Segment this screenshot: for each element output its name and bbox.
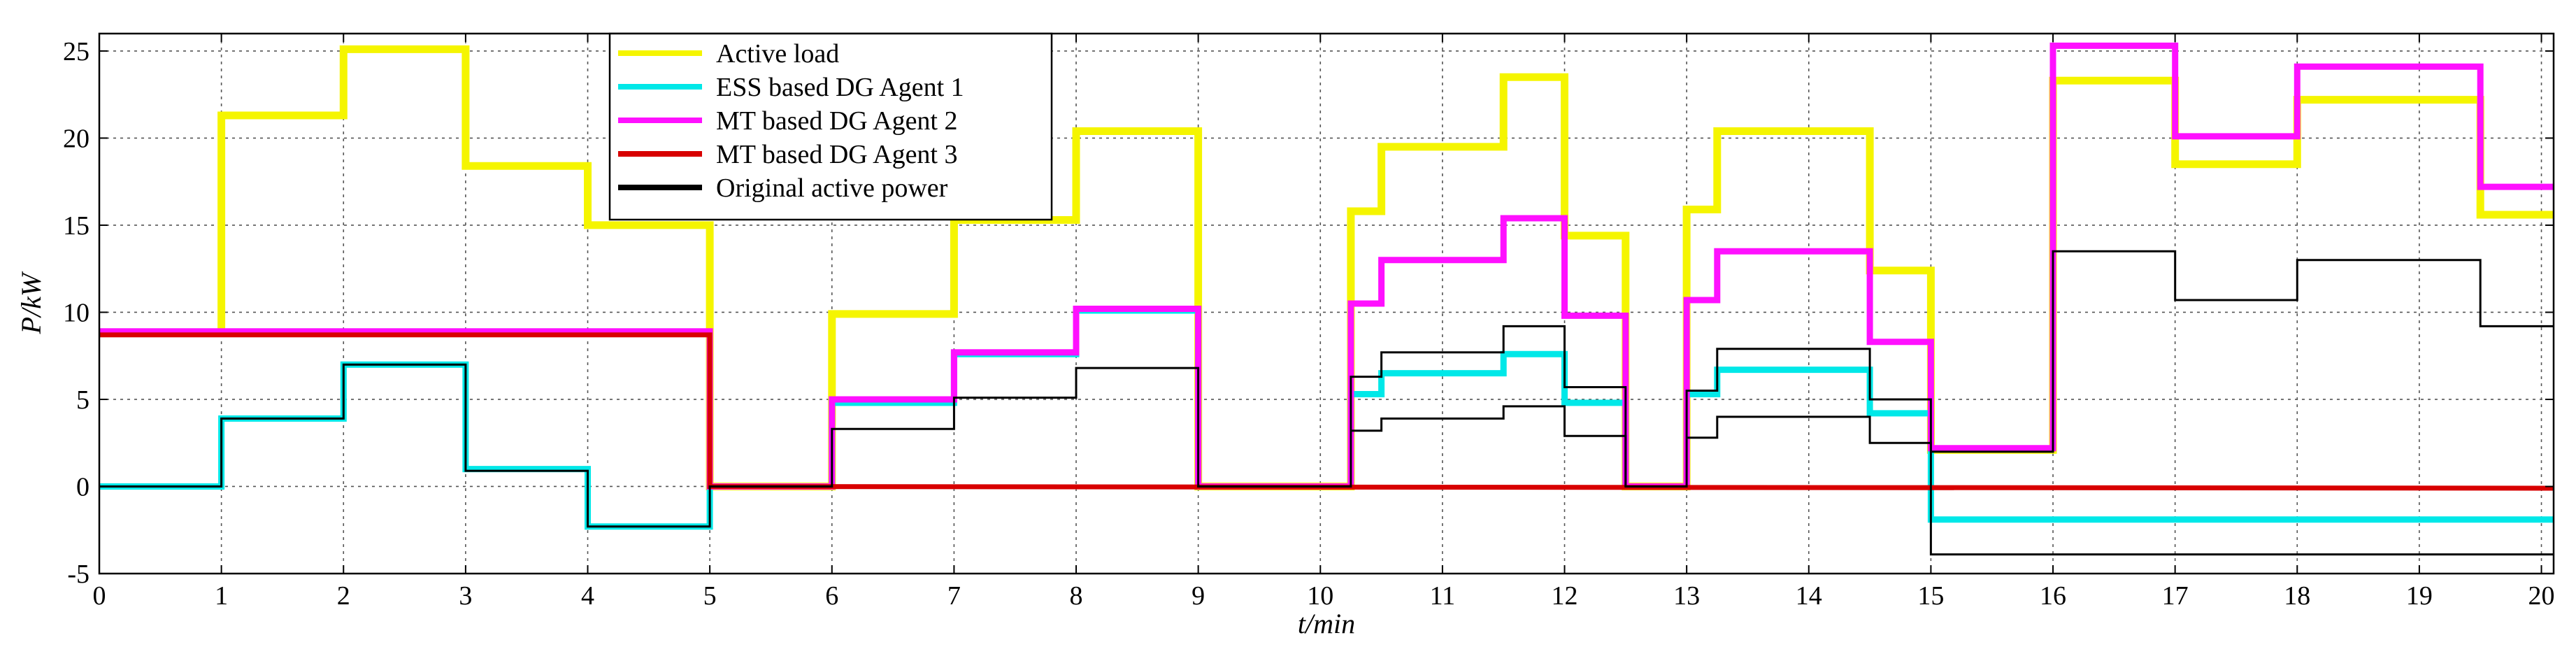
x-tick-label: 9 bbox=[1192, 581, 1205, 611]
legend-label-2: ESS based DG Agent 1 bbox=[716, 73, 964, 102]
y-axis-label: P/kW bbox=[15, 271, 47, 334]
y-tick-label: 10 bbox=[63, 298, 90, 327]
x-tick-label: 15 bbox=[1917, 581, 1944, 611]
series-line-5-part-1 bbox=[99, 250, 2554, 528]
x-tick-label: 0 bbox=[93, 581, 106, 611]
x-tick-label: 4 bbox=[581, 581, 594, 611]
series-line-2 bbox=[99, 307, 2554, 530]
x-tick-label: 3 bbox=[459, 581, 472, 611]
x-axis-label: t/min bbox=[1298, 608, 1355, 639]
legend-label-3: MT based DG Agent 2 bbox=[716, 106, 958, 136]
x-tick-label: 13 bbox=[1673, 581, 1700, 611]
series-layer bbox=[99, 42, 2554, 556]
y-tick-label: 20 bbox=[63, 124, 90, 153]
x-tick-label: 20 bbox=[2528, 581, 2555, 611]
series-line-5-part-3 bbox=[1687, 415, 2554, 556]
x-tick-label: 10 bbox=[1307, 581, 1333, 611]
legend-label-4: MT based DG Agent 3 bbox=[716, 140, 958, 169]
legend: Active load ESS based DG Agent 1 MT based … bbox=[608, 32, 1053, 221]
x-tick-label: 8 bbox=[1070, 581, 1083, 611]
y-tick-label: 5 bbox=[76, 385, 90, 415]
ticks: 0 1 2 3 4 5 6 7 8 9 10 11 12 13 14 15 16 17 18 19 20-5051015… bbox=[63, 34, 2555, 611]
legend-label-1: Active load bbox=[716, 39, 839, 69]
x-tick-label: 7 bbox=[947, 581, 961, 611]
x-tick-label: 1 bbox=[215, 581, 228, 611]
x-tick-label: 16 bbox=[2040, 581, 2066, 611]
y-tick-label: 25 bbox=[63, 37, 90, 66]
series-line-5-part-2 bbox=[1350, 405, 1627, 487]
legend-label-5: Original active power bbox=[716, 173, 948, 203]
x-tick-label: 17 bbox=[2162, 581, 2189, 611]
plot-frame bbox=[98, 32, 2555, 575]
x-tick-label: 12 bbox=[1552, 581, 1578, 611]
x-tick-label: 14 bbox=[1796, 581, 1822, 611]
x-tick-label: 19 bbox=[2406, 581, 2433, 611]
y-tick-label: 0 bbox=[76, 472, 90, 502]
x-tick-label: 2 bbox=[337, 581, 350, 611]
legend-items: Active load ESS based DG Agent 1 MT based … bbox=[618, 39, 964, 203]
x-tick-label: 11 bbox=[1430, 581, 1456, 611]
x-tick-label: 18 bbox=[2284, 581, 2310, 611]
x-tick-label: 5 bbox=[703, 581, 717, 611]
series-line-3 bbox=[99, 42, 2554, 490]
y-tick-label: 15 bbox=[63, 211, 90, 241]
x-tick-label: 6 bbox=[825, 581, 838, 611]
y-tick-label: -5 bbox=[67, 560, 90, 589]
